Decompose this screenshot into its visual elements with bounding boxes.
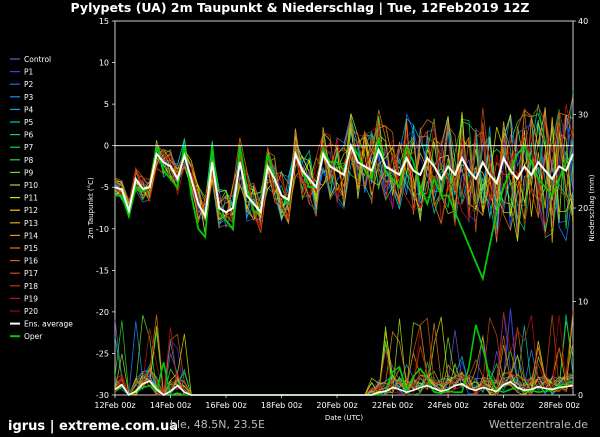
legend-label: P16 [24, 257, 38, 266]
legend-label: P20 [24, 307, 38, 316]
y-tick-label-right: 30 [578, 111, 588, 120]
legend-label: P17 [24, 269, 38, 278]
y-tick-label-left: 10 [99, 59, 109, 68]
y-axis-label-left: 2m Taupunkt (°C) [87, 177, 95, 239]
x-tick-label: 12Feb 00z [94, 401, 135, 410]
source-label: Wetterzentrale.de [489, 418, 588, 431]
legend: Control P1 P2 P3 P4 P5 P6 P7 P8 P9 P10 P11 P12 P13 P14… [10, 55, 73, 341]
x-tick-label: 20Feb 00z [316, 401, 357, 410]
member-line-p13 [114, 107, 574, 244]
legend-label: P1 [24, 68, 34, 77]
y-tick-label-left: -30 [96, 391, 109, 400]
y-tick-label-left: -5 [101, 183, 109, 192]
ens-average-precip-line [114, 380, 574, 397]
legend-label: P12 [24, 206, 38, 215]
legend-label: P2 [24, 80, 34, 89]
brand-watermark: igrus | extreme.com.ua [8, 419, 178, 434]
legend-label: P3 [24, 93, 34, 102]
legend-label: P8 [24, 156, 34, 165]
y-tick-label-left: -20 [96, 308, 109, 317]
y-tick-label-left: -10 [96, 225, 109, 234]
y-tick-label-left: -25 [96, 349, 109, 358]
y-tick-label-left: 5 [104, 100, 109, 109]
legend-label: P5 [24, 118, 34, 127]
legend-label: P19 [24, 294, 38, 303]
x-tick-label: 14Feb 00z [150, 401, 191, 410]
legend-label: Control [24, 55, 51, 64]
y-tick-label-left: 15 [99, 17, 109, 26]
chart-title: Pylypets (UA) 2m Taupunkt & Niederschlag… [71, 0, 530, 15]
axes: 15 10 5 0 -5 -10 -15 -20 -25 -30 0 10 20 30 40 12Feb 00… [94, 17, 588, 410]
y-tick-label-right: 40 [578, 17, 588, 26]
member-line-p19 [114, 104, 574, 238]
legend-label: P10 [24, 181, 38, 190]
x-tick-label: 28Feb 00z [538, 401, 579, 410]
legend-label: P14 [24, 231, 38, 240]
x-tick-label: 16Feb 00z [205, 401, 246, 410]
x-tick-label: 18Feb 00z [261, 401, 302, 410]
x-tick-label: 22Feb 00z [372, 401, 413, 410]
legend-label: P13 [24, 219, 38, 228]
legend-label: P18 [24, 282, 38, 291]
x-tick-label: 26Feb 00z [483, 401, 524, 410]
y-tick-label-left: 0 [104, 142, 109, 151]
legend-label: P6 [24, 131, 34, 140]
legend-label: Ens. average [24, 320, 73, 329]
y-tick-label-right: 10 [578, 298, 588, 307]
ens-average-dewpoint-line [114, 142, 574, 220]
main-series [114, 137, 574, 397]
x-tick-label: 24Feb 00z [427, 401, 468, 410]
legend-label: Oper [24, 332, 43, 341]
legend-label: P15 [24, 244, 38, 253]
y-tick-label-right: 20 [578, 204, 588, 213]
x-axis-label: Date (UTC) [325, 414, 364, 422]
legend-label: P7 [24, 143, 34, 152]
legend-label: P11 [24, 194, 38, 203]
y-tick-label-right: 0 [578, 391, 583, 400]
location-label: ble, 48.5N, 23.5E [170, 418, 265, 431]
y-axis-label-right: Niederschlag (mm) [588, 174, 596, 241]
member-line-p17 [114, 105, 574, 235]
y-tick-label-left: -15 [96, 266, 109, 275]
legend-label: P4 [24, 105, 34, 114]
legend-label: P9 [24, 168, 34, 177]
